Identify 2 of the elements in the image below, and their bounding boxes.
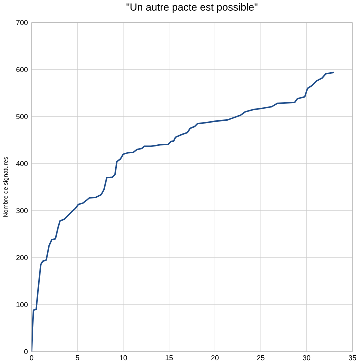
line-series bbox=[32, 72, 336, 352]
chart-title: "Un autre pacte est possible" bbox=[126, 3, 258, 13]
